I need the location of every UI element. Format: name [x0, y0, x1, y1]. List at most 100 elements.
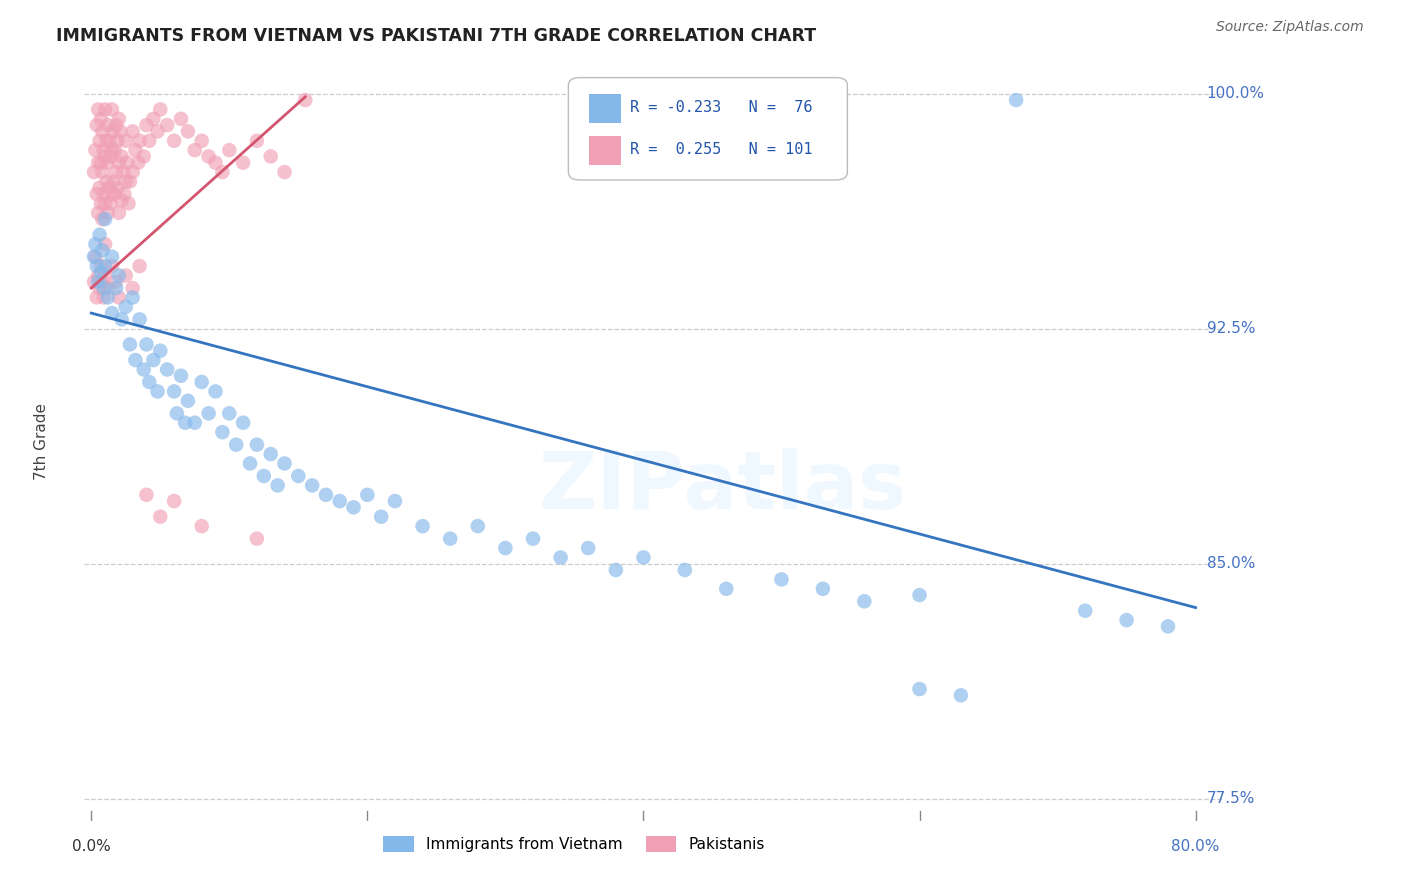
- Point: [204, 155, 226, 169]
- Point: [94, 196, 117, 211]
- Point: [94, 259, 117, 273]
- Point: [218, 406, 240, 420]
- Point: [174, 416, 197, 430]
- Point: [94, 103, 117, 117]
- Point: [104, 143, 127, 157]
- Point: [184, 143, 207, 157]
- Point: [1157, 619, 1180, 633]
- Point: [108, 290, 131, 304]
- Point: [253, 469, 276, 483]
- Point: [89, 180, 111, 194]
- Point: [91, 212, 114, 227]
- Point: [128, 312, 150, 326]
- Point: [94, 237, 117, 252]
- Point: [84, 237, 107, 252]
- Point: [93, 281, 115, 295]
- Bar: [589, 136, 621, 165]
- Point: [114, 134, 136, 148]
- Point: [439, 532, 461, 546]
- Point: [163, 134, 186, 148]
- Point: [91, 124, 114, 138]
- Point: [101, 250, 124, 264]
- Point: [84, 250, 107, 264]
- Text: 0.0%: 0.0%: [72, 839, 111, 855]
- Text: R = -0.233   N =  76: R = -0.233 N = 76: [630, 101, 813, 115]
- Point: [716, 582, 738, 596]
- Point: [111, 165, 134, 179]
- Point: [149, 343, 172, 358]
- Point: [105, 165, 128, 179]
- Point: [166, 406, 188, 420]
- Point: [177, 393, 200, 408]
- Point: [87, 103, 110, 117]
- Point: [908, 588, 931, 602]
- Point: [190, 519, 212, 533]
- Point: [146, 124, 169, 138]
- Point: [98, 134, 121, 148]
- Point: [90, 265, 112, 279]
- Point: [138, 134, 160, 148]
- Point: [124, 353, 146, 368]
- Point: [356, 488, 378, 502]
- Point: [232, 416, 254, 430]
- Point: [260, 447, 283, 461]
- Point: [91, 165, 114, 179]
- Point: [811, 582, 834, 596]
- Point: [90, 112, 112, 126]
- Point: [135, 118, 157, 132]
- Point: [98, 180, 121, 194]
- Bar: [589, 95, 621, 123]
- Point: [949, 689, 972, 703]
- Point: [605, 563, 627, 577]
- Point: [96, 174, 118, 188]
- Point: [121, 124, 143, 138]
- Point: [86, 259, 108, 273]
- Point: [142, 353, 165, 368]
- Point: [112, 187, 135, 202]
- Point: [232, 155, 254, 169]
- Point: [87, 155, 110, 169]
- Text: R =  0.255   N = 101: R = 0.255 N = 101: [630, 142, 813, 157]
- Point: [246, 134, 269, 148]
- Point: [156, 362, 179, 376]
- Point: [149, 103, 172, 117]
- Point: [96, 134, 118, 148]
- Point: [108, 206, 131, 220]
- FancyBboxPatch shape: [568, 78, 848, 180]
- Point: [101, 306, 124, 320]
- Point: [273, 457, 295, 471]
- Point: [83, 275, 105, 289]
- Point: [86, 118, 108, 132]
- Point: [121, 165, 143, 179]
- Point: [115, 155, 138, 169]
- Legend: Immigrants from Vietnam, Pakistanis: Immigrants from Vietnam, Pakistanis: [377, 830, 770, 858]
- Point: [633, 550, 655, 565]
- Point: [163, 494, 186, 508]
- Point: [128, 134, 150, 148]
- Point: [90, 259, 112, 273]
- Point: [108, 112, 131, 126]
- Point: [908, 681, 931, 696]
- Point: [94, 149, 117, 163]
- Point: [84, 143, 107, 157]
- Point: [135, 488, 157, 502]
- Point: [494, 541, 516, 555]
- Point: [184, 416, 207, 430]
- Point: [170, 112, 193, 126]
- Point: [105, 281, 128, 295]
- Point: [97, 206, 120, 220]
- Point: [104, 187, 127, 202]
- Point: [412, 519, 434, 533]
- Point: [163, 384, 186, 399]
- Point: [673, 563, 696, 577]
- Point: [114, 174, 136, 188]
- Point: [273, 165, 295, 179]
- Point: [121, 290, 143, 304]
- Point: [118, 337, 141, 351]
- Point: [142, 112, 165, 126]
- Point: [287, 469, 309, 483]
- Point: [770, 573, 793, 587]
- Point: [294, 93, 316, 107]
- Point: [93, 143, 115, 157]
- Point: [110, 124, 132, 138]
